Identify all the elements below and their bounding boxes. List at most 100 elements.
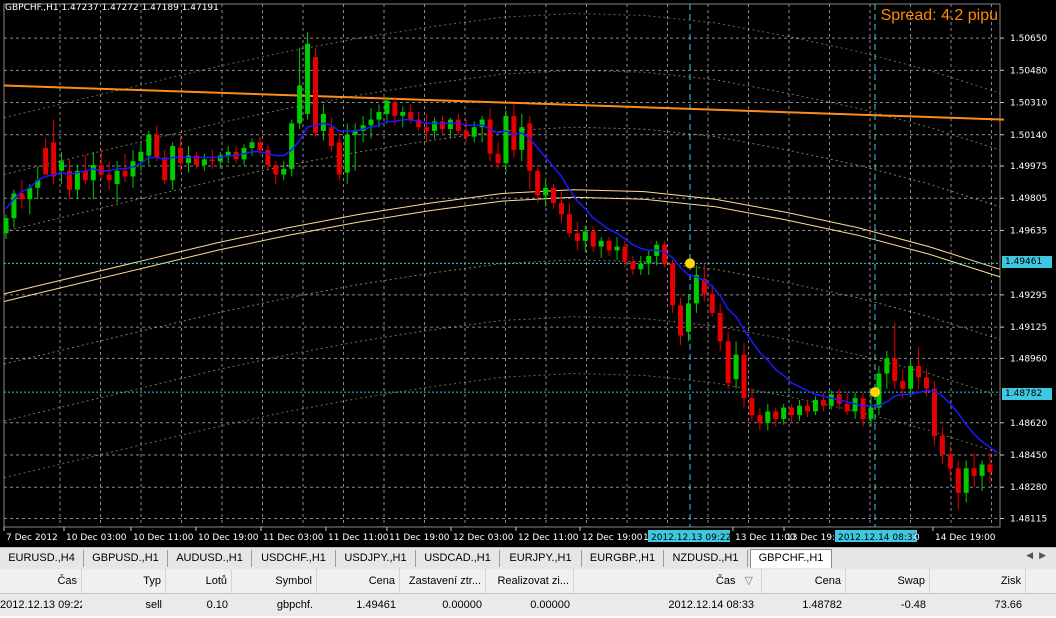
col-swap[interactable]: Swap <box>846 569 930 593</box>
col-type[interactable]: Typ <box>82 569 166 593</box>
candle <box>955 460 961 510</box>
candle <box>685 293 691 342</box>
scroll-left-icon[interactable]: ◀ <box>1026 551 1040 561</box>
cell-swap: -0.48 <box>900 599 926 611</box>
col-close-time-label: Čas <box>715 575 736 587</box>
candle <box>646 250 652 275</box>
candle <box>519 113 525 162</box>
col-open-price[interactable]: Cena <box>317 569 400 593</box>
time-label-partial: 0 <box>914 533 920 543</box>
candle-body <box>289 123 295 169</box>
price-label: 1.48450 <box>1010 451 1047 461</box>
tab-usdcad[interactable]: USDCAD.,H1 <box>416 550 500 567</box>
price-label: 1.49975 <box>1010 162 1047 172</box>
candle-body <box>360 125 366 131</box>
candle-body <box>725 341 731 383</box>
col-stop-loss[interactable]: Zastavení ztr... <box>400 569 486 593</box>
candle <box>757 407 763 431</box>
col-profit[interactable]: Zisk <box>930 569 1026 593</box>
candle-body <box>273 165 279 175</box>
candle-body <box>606 240 612 251</box>
tab-usdchf[interactable]: USDCHF.,H1 <box>252 550 336 567</box>
candle-body <box>138 151 144 162</box>
scroll-right-icon[interactable]: ▶ <box>1039 551 1052 561</box>
price-label: 1.49635 <box>1010 226 1047 236</box>
tab-gbpusd[interactable]: GBPUSD.,H1 <box>84 550 168 567</box>
candle <box>328 117 334 152</box>
tab-nzdusd[interactable]: NZDUSD.,H1 <box>664 550 748 567</box>
candle-body <box>463 130 469 137</box>
price-chart[interactable]: 1.50650 1.50480 1.50310 1.50140 1.49975 1.498… <box>0 0 1056 547</box>
time-label: 12 Dec 11:00 <box>518 533 579 543</box>
time-tag: 2012.12.13 09:22 <box>651 533 731 543</box>
trade-open-marker <box>685 258 695 269</box>
candle-body <box>931 388 937 437</box>
tab-scroll-arrows[interactable]: ◀▶ <box>1026 551 1052 561</box>
candle <box>66 159 72 200</box>
candle-body <box>543 187 549 196</box>
candle <box>908 360 914 397</box>
candle <box>225 146 231 164</box>
candle <box>392 96 398 126</box>
time-label: 7 Dec 2012 <box>6 533 58 543</box>
price-label: 1.50480 <box>1010 66 1047 76</box>
tab-gbpchf[interactable]: GBPCHF.,H1 <box>750 549 832 568</box>
candle <box>186 146 192 173</box>
col-close-time[interactable]: Čas ▽ <box>574 569 762 593</box>
candle <box>170 142 176 190</box>
candle-body <box>662 244 668 264</box>
candle <box>273 161 279 185</box>
candle-body <box>503 115 509 164</box>
candle-body <box>336 142 342 175</box>
tab-eurjpy[interactable]: EURJPY.,H1 <box>500 550 582 567</box>
candle <box>289 119 295 177</box>
candle-body <box>709 293 715 313</box>
candle-body <box>154 134 160 158</box>
candle-body <box>797 405 803 416</box>
tab-eurgbp[interactable]: EURGBP.,H1 <box>582 550 664 567</box>
candle <box>717 303 723 351</box>
candle <box>3 214 9 239</box>
candle-body <box>471 127 477 137</box>
candle-body <box>487 119 493 154</box>
candle-body <box>66 170 72 190</box>
time-tag-bg <box>648 530 730 542</box>
cell-take-profit: 0.00000 <box>530 599 570 611</box>
candle <box>558 191 564 222</box>
col-open-time[interactable]: Čas <box>0 569 82 593</box>
tab-usdjpy[interactable]: USDJPY.,H1 <box>336 550 416 567</box>
candle-body <box>447 119 453 130</box>
chart-area[interactable]: 1.50650 1.50480 1.50310 1.50140 1.49975 1.498… <box>0 0 1056 547</box>
candle <box>11 189 17 228</box>
table-row[interactable]: 2012.12.13 09:22 sell 0.10 gbpchf. 1.494… <box>0 594 1056 616</box>
col-symbol[interactable]: Symbol <box>232 569 317 593</box>
candle <box>455 113 461 135</box>
candle-body <box>947 454 953 469</box>
tab-eurusd[interactable]: EURUSD.,H4 <box>0 550 84 567</box>
candle <box>860 392 866 427</box>
candle-body <box>281 168 287 175</box>
candle-body <box>193 155 199 166</box>
candle <box>931 381 937 446</box>
candle-body <box>495 153 501 164</box>
candle-body <box>638 263 644 270</box>
candle-body <box>987 464 993 473</box>
time-label: 10 Dec 03:00 <box>66 533 127 543</box>
candle-body <box>773 411 779 419</box>
candle <box>51 119 57 185</box>
cell-profit: 73.66 <box>994 599 1022 611</box>
candle-body <box>320 113 326 131</box>
candle-body <box>757 415 763 423</box>
candle-body <box>479 119 485 128</box>
envelope-band-line <box>3 372 1001 479</box>
col-close-price[interactable]: Cena <box>762 569 846 593</box>
col-take-profit[interactable]: Realizovat zi... <box>486 569 574 593</box>
candle-body <box>416 119 422 128</box>
price-label: 1.49295 <box>1010 291 1047 301</box>
cell-open-price: 1.49461 <box>356 599 396 611</box>
candle-body <box>717 312 723 342</box>
tab-audusd[interactable]: AUDUSD.,H1 <box>168 550 252 567</box>
table-header: Čas Typ Lotů Symbol Cena Zastavení ztr..… <box>0 569 1056 594</box>
candle-body <box>392 102 398 116</box>
col-lots[interactable]: Lotů <box>166 569 232 593</box>
